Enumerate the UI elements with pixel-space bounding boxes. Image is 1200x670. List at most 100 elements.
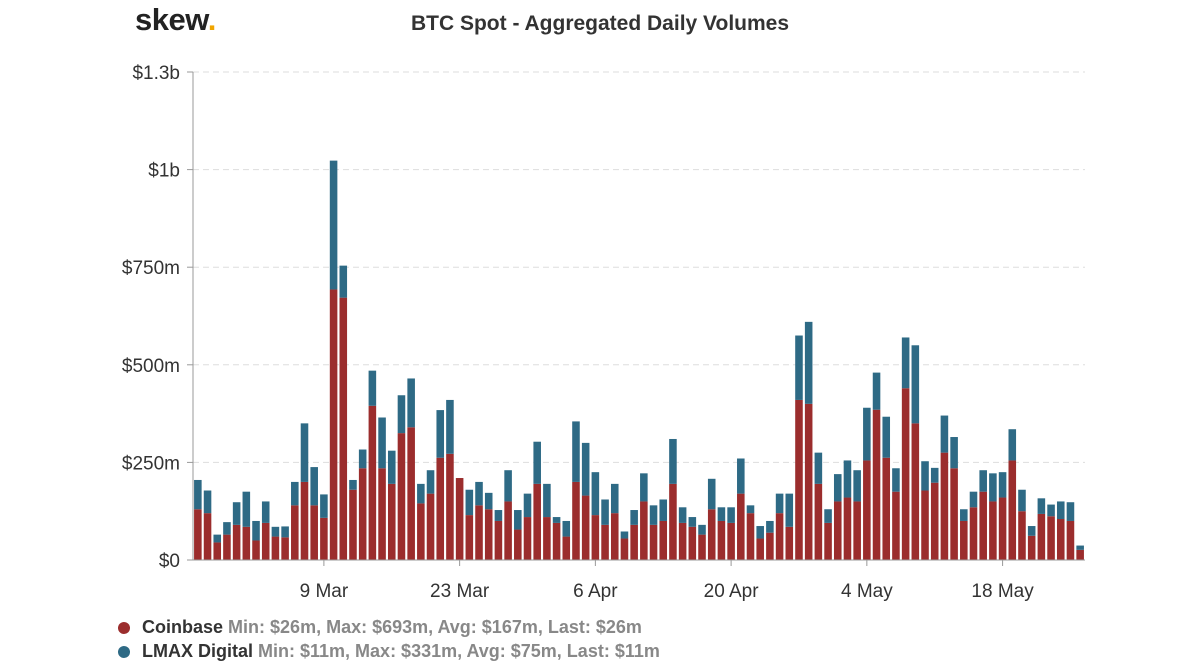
bar-lmax (610, 483, 619, 514)
bar-coinbase (698, 534, 706, 560)
bar-lmax (620, 531, 629, 539)
bar-lmax (562, 520, 571, 537)
bar-coinbase (989, 501, 997, 560)
bar-lmax (213, 534, 222, 543)
bar-lmax (833, 474, 842, 502)
bar-coinbase (601, 524, 609, 560)
logo-dot: . (207, 2, 217, 37)
bar-coinbase (795, 399, 803, 560)
bar-lmax (261, 501, 270, 523)
bar-coinbase (678, 522, 687, 560)
bar-lmax (310, 467, 318, 506)
bar-coinbase (833, 501, 842, 560)
bar-lmax (921, 461, 929, 491)
bar-coinbase (930, 482, 939, 560)
bar-coinbase (1056, 519, 1065, 560)
bar-lmax (320, 494, 328, 518)
bar-coinbase (242, 526, 251, 560)
bar-coinbase (436, 457, 445, 560)
bar-lmax (775, 493, 784, 514)
bar-lmax (901, 337, 910, 389)
bar-coinbase (223, 534, 231, 560)
bar-lmax (465, 489, 474, 516)
bar-coinbase (291, 505, 299, 560)
bar-lmax (203, 490, 212, 514)
bar-coinbase (1018, 511, 1026, 560)
y-tick-label: $1.3b (132, 63, 180, 84)
bar-coinbase (1037, 513, 1046, 560)
bar-coinbase (368, 405, 377, 560)
bar-lmax (533, 441, 541, 484)
bar-coinbase (882, 457, 891, 560)
legend-item-coinbase[interactable]: Coinbase Min: $26m, Max: $693m, Avg: $16… (118, 617, 642, 638)
bar-lmax (737, 458, 745, 494)
bar-coinbase (824, 522, 832, 560)
bar-lmax (930, 467, 939, 483)
bar-coinbase (960, 520, 968, 560)
legend-item-lmax[interactable]: LMAX Digital Min: $11m, Max: $331m, Avg:… (118, 641, 660, 662)
bar-lmax (407, 378, 415, 428)
bar-coinbase (775, 513, 784, 560)
bar-coinbase (194, 509, 202, 560)
bar-lmax (591, 472, 600, 516)
bar-coinbase (552, 522, 561, 560)
bar-coinbase (766, 532, 774, 560)
bar-coinbase (892, 491, 900, 560)
bar-coinbase (872, 409, 881, 560)
bar-coinbase (911, 423, 920, 560)
bar-lmax (940, 415, 949, 453)
x-tick-label: 20 Apr (704, 581, 760, 602)
bar-lmax (1066, 502, 1075, 521)
bar-lmax (349, 479, 357, 490)
bar-coinbase (455, 478, 464, 560)
bar-coinbase (659, 520, 668, 560)
bar-lmax (232, 502, 241, 525)
legend-marker-coinbase (118, 622, 130, 634)
bar-lmax (756, 526, 764, 539)
bar-lmax (1056, 501, 1065, 520)
bar-lmax (358, 449, 367, 469)
x-tick-label: 6 Apr (573, 581, 618, 602)
bar-lmax (329, 160, 338, 290)
bar-coinbase (523, 517, 532, 560)
y-tick-label: $0 (159, 551, 180, 572)
legend-name-lmax: LMAX Digital (142, 641, 253, 661)
bar-lmax (863, 407, 871, 461)
bar-coinbase (921, 490, 929, 560)
bar-coinbase (1076, 549, 1084, 560)
bar-lmax (484, 492, 493, 510)
bar-coinbase (213, 542, 222, 560)
bar-lmax (504, 470, 512, 502)
bar-lmax (795, 335, 803, 400)
chart-title: BTC Spot - Aggregated Daily Volumes (0, 12, 1200, 36)
bar-coinbase (863, 460, 871, 560)
bar-lmax (649, 505, 658, 525)
bar-coinbase (649, 524, 658, 560)
bar-coinbase (533, 483, 541, 560)
bar-coinbase (804, 403, 813, 560)
bar-coinbase (572, 481, 580, 560)
bar-coinbase (446, 453, 454, 560)
bar-coinbase (853, 501, 861, 560)
bar-coinbase (814, 483, 823, 560)
bar-lmax (397, 395, 406, 434)
bar-lmax (271, 526, 280, 537)
bar-lmax (882, 416, 891, 458)
bar-lmax (989, 473, 997, 502)
bar-coinbase (630, 524, 638, 560)
bar-lmax (678, 507, 687, 523)
bar-lmax (291, 481, 299, 506)
bar-coinbase (1008, 460, 1017, 560)
bar-coinbase (543, 517, 551, 560)
x-tick-label: 4 May (841, 581, 893, 602)
bar-lmax (785, 493, 794, 527)
bar-lmax (514, 510, 522, 530)
bar-coinbase (1066, 520, 1075, 560)
bar-coinbase (950, 468, 958, 560)
bar-coinbase (610, 513, 619, 560)
bar-lmax (252, 520, 260, 541)
x-tick-label: 18 May (971, 581, 1034, 602)
bar-coinbase (475, 505, 483, 560)
bar-coinbase (843, 497, 852, 560)
